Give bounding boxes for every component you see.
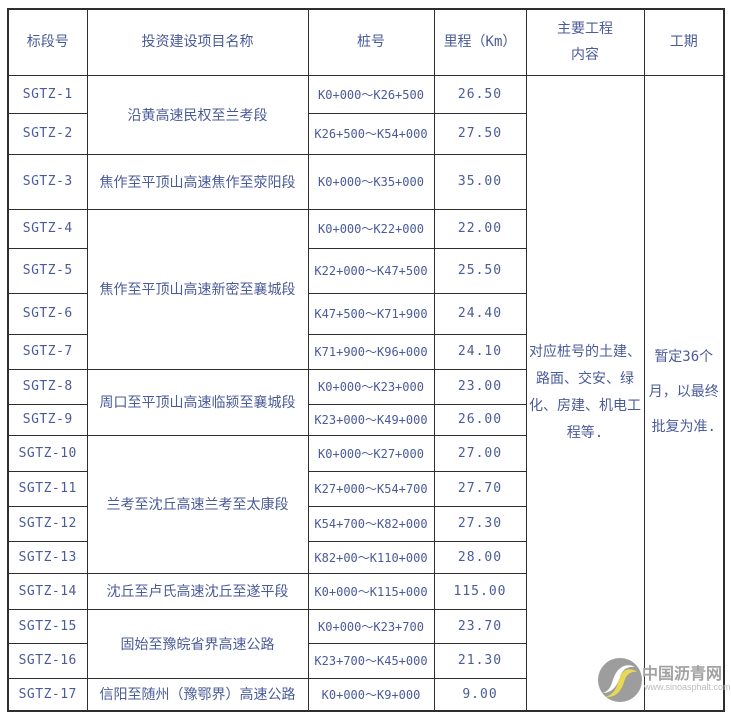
section-cell: SGTZ-12 (7, 505, 88, 542)
stake-cell: K0+000～K23+700 (307, 608, 435, 644)
stake-cell: K0+000～K22+000 (307, 208, 435, 249)
table-row: SGTZ-6 K47+500～K71+900 24.40 (7, 292, 724, 335)
mileage-cell: 9.00 (433, 677, 527, 712)
mileage-cell: 35.00 (433, 153, 527, 210)
mileage-cell: 26.00 (433, 403, 527, 436)
stake-cell: K47+500～K71+900 (307, 292, 435, 335)
bid-sections-table: 标段号 投资建设项目名称 桩号 里程（Km） 主要工程 内容 工期 SGTZ-1… (7, 8, 725, 712)
section-cell: SGTZ-16 (7, 642, 88, 679)
duration-line: 暂定36个 (654, 349, 714, 366)
section-cell: SGTZ-2 (7, 112, 88, 155)
table-row: SGTZ-8 周口至平顶山高速临颍至襄城段 K0+000～K23+000 23.… (7, 368, 724, 436)
stake-cell: K0+000～K35+000 (307, 153, 435, 210)
header-main-content: 主要工程 内容 (525, 8, 645, 76)
duration-line: 月，以最终 (648, 384, 719, 401)
table-row: SGTZ-11 K27+000～K54+700 27.70 (7, 470, 724, 507)
mileage-cell: 27.30 (433, 505, 527, 542)
section-cell: SGTZ-11 (7, 470, 88, 507)
main-content-cell: 对应桩号的土建、 路面、交安、绿 化、房建、机电工 程等. (525, 74, 645, 712)
stake-cell: K54+700～K82+000 (307, 505, 435, 542)
mileage-cell: 115.00 (433, 572, 527, 610)
table-row: SGTZ-15 固始至豫皖省界高速公路 K0+000～K23+700 23.70 (7, 608, 724, 679)
section-cell: SGTZ-17 (7, 677, 88, 712)
sinoasphalt-logo-icon (598, 658, 642, 702)
header-main-content-line2: 内容 (571, 47, 599, 64)
stake-cell: K0+000～K23+000 (307, 368, 435, 405)
mileage-cell: 23.70 (433, 608, 527, 644)
header-section: 标段号 (7, 8, 88, 76)
watermark-logo: 中国沥青网 www.sinoasphalt.com (595, 654, 731, 706)
project-cell: 固始至豫皖省界高速公路 (86, 608, 309, 679)
project-cell: 沿黄高速民权至兰考段 (86, 74, 309, 155)
project-cell: 沈丘至卢氏高速沈丘至遂平段 (86, 572, 309, 610)
header-stake: 桩号 (307, 8, 435, 76)
mileage-cell: 27.00 (433, 434, 527, 472)
section-cell: SGTZ-7 (7, 333, 88, 370)
table-row: SGTZ-16 K23+700～K45+000 21.30 (7, 642, 724, 679)
project-cell: 兰考至沈丘高速兰考至太康段 (86, 434, 309, 574)
header-duration: 工期 (643, 8, 725, 76)
project-cell: 信阳至随州（豫鄂界）高速公路 (86, 677, 309, 712)
section-cell: SGTZ-6 (7, 292, 88, 335)
stake-cell: K0+000～K9+000 (307, 677, 435, 712)
table-row: SGTZ-10 兰考至沈丘高速兰考至太康段 K0+000～K27+000 27.… (7, 434, 724, 574)
mileage-cell: 26.50 (433, 74, 527, 114)
stake-cell: K23+700～K45+000 (307, 642, 435, 679)
logo-site-name: 中国沥青网 (642, 666, 723, 683)
mileage-cell: 24.10 (433, 333, 527, 370)
mileage-cell: 25.50 (433, 247, 527, 294)
stake-cell: K27+000～K54+700 (307, 470, 435, 507)
mileage-cell: 28.00 (433, 540, 527, 574)
section-cell: SGTZ-5 (7, 247, 88, 294)
table-row: SGTZ-7 K71+900～K96+000 24.10 (7, 333, 724, 370)
project-cell: 焦作至平顶山高速焦作至荥阳段 (86, 153, 309, 210)
stake-cell: K0+000～K27+000 (307, 434, 435, 472)
mileage-cell: 27.70 (433, 470, 527, 507)
section-cell: SGTZ-13 (7, 540, 88, 574)
stake-cell: K22+000～K47+500 (307, 247, 435, 294)
logo-site-url: www.sinoasphalt.com (644, 682, 731, 692)
main-content-line: 化、房建、机电工 (529, 397, 641, 414)
duration-cell: 暂定36个 月，以最终 批复为准. (643, 74, 725, 712)
stake-cell: K82+00～K110+000 (307, 540, 435, 574)
duration-line: 批复为准. (651, 419, 716, 436)
mileage-cell: 22.00 (433, 208, 527, 249)
mileage-cell: 21.30 (433, 642, 527, 679)
mileage-cell: 23.00 (433, 368, 527, 405)
section-cell: SGTZ-14 (7, 572, 88, 610)
project-cell: 周口至平顶山高速临颍至襄城段 (86, 368, 309, 436)
header-project: 投资建设项目名称 (86, 8, 309, 76)
header-main-content-line1: 主要工程 (557, 21, 613, 38)
main-content-line: 对应桩号的土建、 (529, 343, 641, 360)
project-cell: 焦作至平顶山高速新密至襄城段 (86, 208, 309, 370)
section-cell: SGTZ-3 (7, 153, 88, 210)
stake-cell: K0+000～K115+000 (307, 572, 435, 610)
stake-cell: K26+500～K54+000 (307, 112, 435, 155)
stake-cell: K23+000～K49+000 (307, 403, 435, 436)
table-row: SGTZ-13 K82+00～K110+000 28.00 (7, 540, 724, 574)
mileage-cell: 27.50 (433, 112, 527, 155)
table-row: SGTZ-2 K26+500～K54+000 27.50 (7, 112, 724, 155)
header-mileage: 里程（Km） (433, 8, 527, 76)
section-cell: SGTZ-15 (7, 608, 88, 644)
table-row: SGTZ-9 K23+000～K49+000 26.00 (7, 403, 724, 436)
section-cell: SGTZ-10 (7, 434, 88, 472)
table-row: SGTZ-1 沿黄高速民权至兰考段 K0+000～K26+500 26.50 对… (7, 74, 725, 712)
section-cell: SGTZ-1 (7, 74, 88, 114)
section-cell: SGTZ-9 (7, 403, 88, 436)
table-row: SGTZ-17 信阳至随州（豫鄂界）高速公路 K0+000～K9+000 9.0… (7, 677, 724, 712)
section-cell: SGTZ-8 (7, 368, 88, 405)
stake-cell: K71+900～K96+000 (307, 333, 435, 370)
stake-cell: K0+000～K26+500 (307, 74, 435, 114)
table-row: SGTZ-3 焦作至平顶山高速焦作至荥阳段 K0+000～K35+000 35.… (7, 153, 724, 210)
table-row: SGTZ-5 K22+000～K47+500 25.50 (7, 247, 724, 294)
main-content-line: 程等. (566, 424, 604, 441)
header-row: 标段号 投资建设项目名称 桩号 里程（Km） 主要工程 内容 工期 (7, 8, 725, 76)
table-row: SGTZ-14 沈丘至卢氏高速沈丘至遂平段 K0+000～K115+000 11… (7, 572, 724, 610)
main-content-line: 路面、交安、绿 (536, 370, 634, 387)
table-row: SGTZ-4 焦作至平顶山高速新密至襄城段 K0+000～K22+000 22.… (7, 208, 724, 370)
section-cell: SGTZ-4 (7, 208, 88, 249)
mileage-cell: 24.40 (433, 292, 527, 335)
